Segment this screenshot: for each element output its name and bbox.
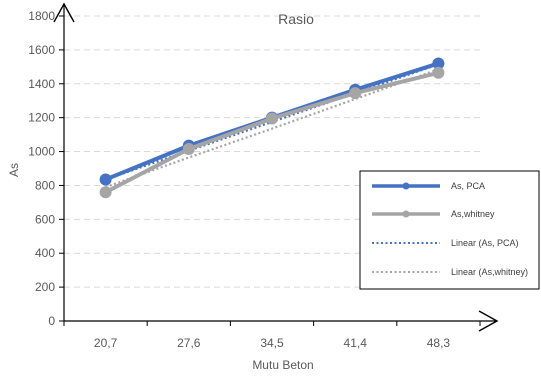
x-tick-label: 34,5	[260, 336, 284, 350]
series-lines	[99, 57, 445, 199]
legend: As, PCA As,whitney Linear (As, PCA) Linear …	[359, 170, 540, 290]
legend-label: As, PCA	[451, 181, 485, 191]
trendlines	[105, 63, 439, 189]
legend-box	[359, 170, 540, 290]
y-tick-label: 1000	[28, 145, 55, 159]
axes	[53, 2, 499, 332]
y-tick-label: 1400	[28, 77, 55, 91]
legend-marker	[402, 182, 410, 190]
x-tick-label: 41,4	[344, 336, 368, 350]
trendline-3	[105, 68, 439, 189]
y-tick-label: 1200	[28, 111, 55, 125]
data-point	[99, 186, 112, 199]
y-axis-arrowhead	[53, 2, 75, 23]
x-axis-arrowhead	[478, 310, 499, 332]
legend-label: Linear (As, PCA)	[451, 238, 519, 248]
y-tick-label: 1600	[28, 43, 55, 57]
legend-label: Linear (As,whitney)	[451, 267, 528, 277]
y-tick-label: 200	[35, 280, 55, 294]
legend-label: As,whitney	[451, 209, 495, 219]
x-tick-label: 20,7	[94, 336, 118, 350]
y-tick-label: 1800	[28, 9, 55, 23]
data-point	[182, 143, 195, 156]
y-tick-label: 400	[35, 246, 55, 260]
x-tick-label: 27,6	[177, 336, 201, 350]
y-tick-label: 0	[48, 314, 55, 328]
data-point	[99, 173, 112, 186]
chart-title: Rasio	[278, 11, 314, 27]
y-axis-title: As	[7, 163, 21, 177]
tick-labels: 0 200 400 600 800 1000 1200 1400 1600 1800 20,7 27,…	[28, 9, 450, 350]
data-point	[266, 112, 278, 125]
data-point	[432, 66, 445, 79]
x-tick-label: 48,3	[427, 336, 451, 350]
y-tick-label: 600	[35, 212, 55, 226]
x-axis-title: Mutu Beton	[252, 358, 313, 372]
y-tick-label: 800	[35, 178, 55, 192]
legend-marker	[402, 210, 410, 218]
data-point	[349, 87, 362, 100]
data-point	[432, 57, 445, 70]
